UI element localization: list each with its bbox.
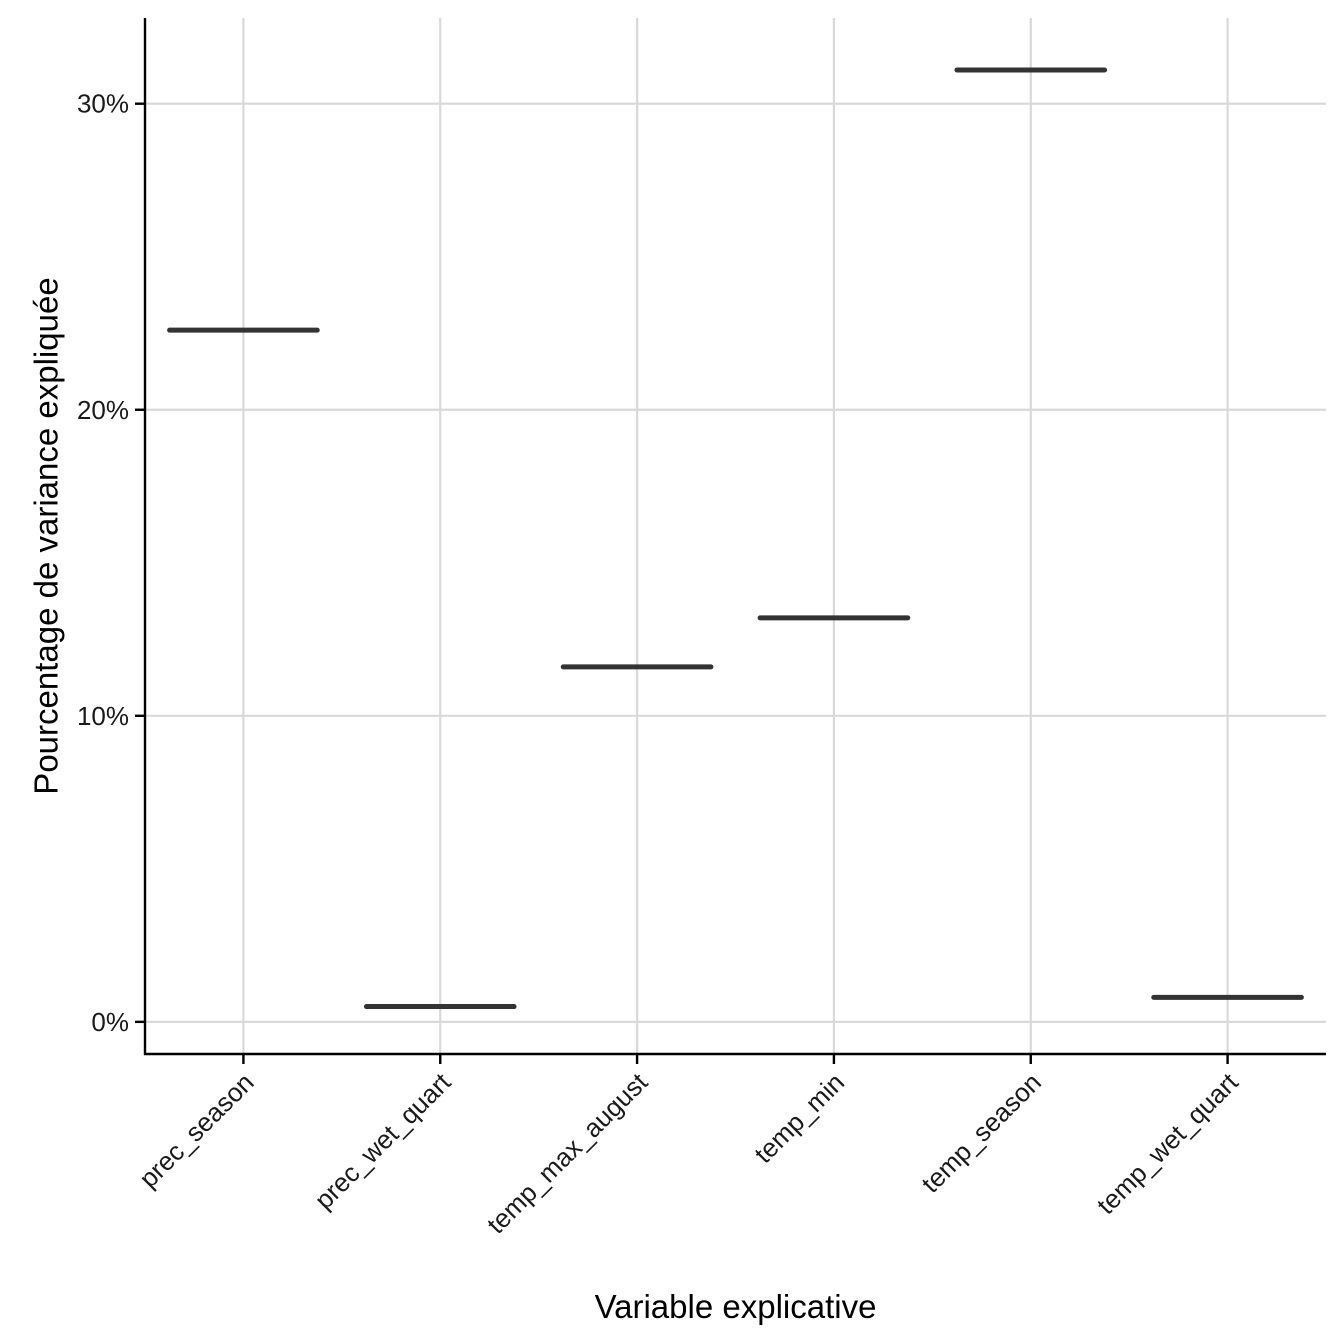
y-tick-label-1: 10% <box>77 701 129 731</box>
x-tick-label-temp_season: temp_season <box>915 1067 1047 1199</box>
x-tick-label-prec_season: prec_season <box>133 1067 259 1193</box>
x-axis-title: Variable explicative <box>595 1288 877 1325</box>
x-ticks: prec_season prec_wet_quart temp_max_august… <box>133 1054 1244 1239</box>
grid-layer <box>145 18 1326 1054</box>
marks-layer <box>167 67 1304 1010</box>
y-tick-label-2: 20% <box>77 395 129 425</box>
axes-layer <box>143 18 1326 1056</box>
y-tick-label-0: 0% <box>91 1007 129 1037</box>
x-tick-label-temp_max_august: temp_max_august <box>481 1066 654 1239</box>
y-ticks: 0% 10% 20% 30% <box>77 89 145 1037</box>
x-tick-label-temp_wet_quart: temp_wet_quart <box>1091 1066 1245 1220</box>
y-axis-title: Pourcentage de variance expliquée <box>28 277 65 794</box>
x-tick-label-temp_min: temp_min <box>748 1067 850 1169</box>
y-tick-label-3: 30% <box>77 89 129 119</box>
x-tick-label-prec_wet_quart: prec_wet_quart <box>309 1066 457 1214</box>
